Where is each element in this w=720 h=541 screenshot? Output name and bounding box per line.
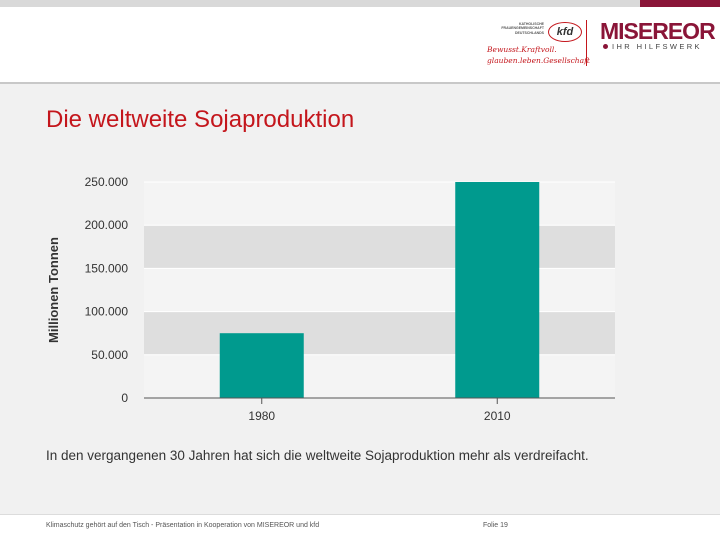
y-tick-label: 150.000 <box>85 261 129 275</box>
y-tick-label: 250.000 <box>85 175 129 189</box>
grid-band <box>144 225 615 269</box>
grid-band <box>144 311 615 355</box>
grid-band <box>144 268 615 312</box>
slide-number: Folie 19 <box>483 522 508 529</box>
kfd-slogan: Bewusst.Kraftvoll. glauben.leben.Gesells… <box>487 44 590 66</box>
x-tick-label: 1980 <box>248 409 275 423</box>
y-tick-label: 100.000 <box>85 305 129 319</box>
grid-band <box>144 354 615 398</box>
bar-2010 <box>455 182 540 398</box>
bar-chart: 0 50.000 100.000 150.000 200.000 250.000 1980 2… <box>46 175 615 423</box>
top-accent-bar <box>0 0 640 7</box>
header-divider <box>0 82 720 84</box>
slide-footer <box>0 514 720 541</box>
slide-caption: In den vergangenen 30 Jahren hat sich di… <box>46 448 589 463</box>
slide-header <box>0 7 720 82</box>
misereor-dot-icon <box>603 44 608 49</box>
logo-divider <box>586 20 587 66</box>
kfd-logo: kfd <box>548 22 582 42</box>
grid-band <box>144 182 615 226</box>
x-tick-label: 2010 <box>484 409 511 423</box>
kfd-org-name: KATHOLISCHE FRAUENGEMEINSCHAFT DEUTSCHLA… <box>501 22 544 35</box>
slide-title: Die weltweite Sojaproduktion <box>46 106 355 133</box>
misereor-tagline: IHR HILFSWERK <box>612 42 702 51</box>
misereor-logo: MISEREOR <box>600 18 716 44</box>
y-tick-label: 50.000 <box>91 348 128 362</box>
kfd-slogan-line1: Bewusst.Kraftvoll. <box>487 45 557 54</box>
y-axis-label: Millionen Tonnen <box>46 237 61 343</box>
y-tick-label: 0 <box>121 391 128 405</box>
kfd-slogan-line2: glauben.leben.Gesellschaft <box>487 56 590 65</box>
footer-text: Klimaschutz gehört auf den Tisch - Präse… <box>46 522 320 529</box>
y-tick-label: 200.000 <box>85 218 129 232</box>
bar-1980 <box>219 333 304 398</box>
top-brand-bar <box>640 0 720 7</box>
